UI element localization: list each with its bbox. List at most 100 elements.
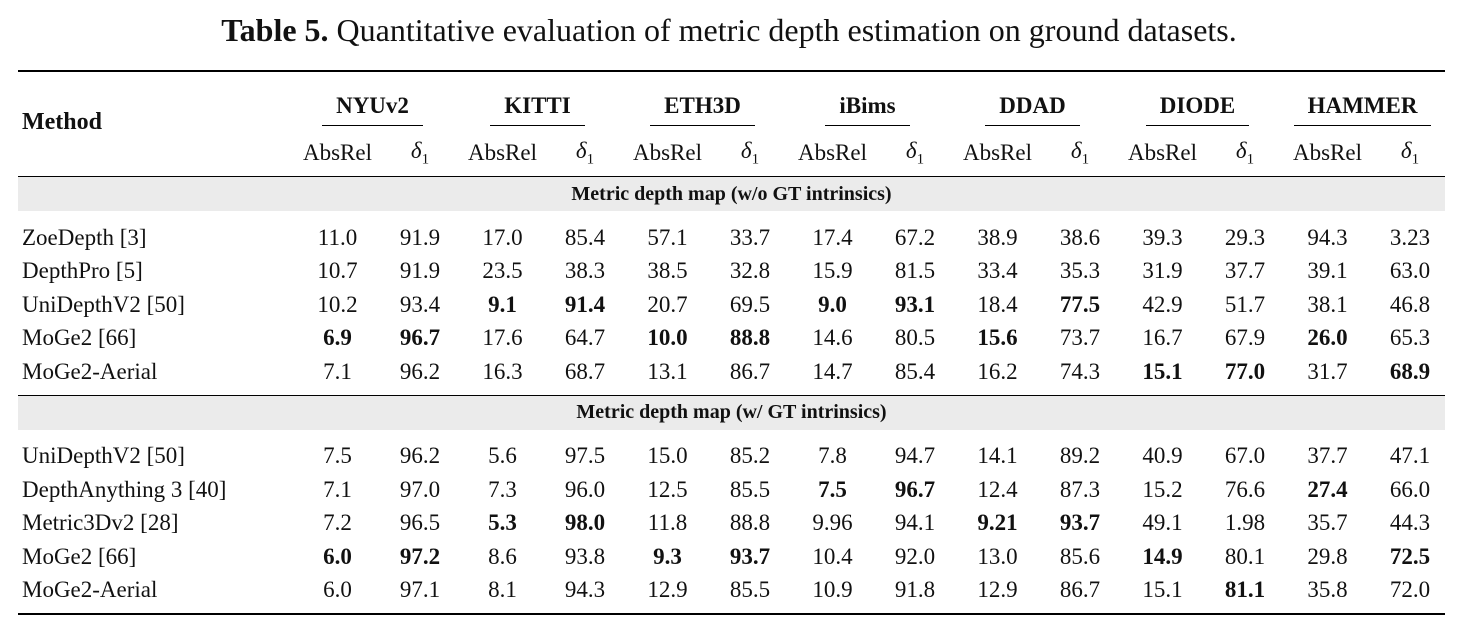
metric-header-absrel: AbsRel bbox=[963, 140, 1032, 165]
value-cell: 44.3 bbox=[1389, 510, 1431, 536]
section-rule bbox=[18, 176, 1445, 177]
table-row: UniDepthV2 [50] 10.2 93.4 9.1 91.4 20.7 69.5 9.… bbox=[18, 288, 1445, 322]
table-row: DepthPro [5] 10.7 91.9 23.5 38.3 38.5 32.8 15.9… bbox=[18, 255, 1445, 289]
value-cell: 57.1 bbox=[647, 224, 688, 250]
delta-subscript: 1 bbox=[1411, 151, 1420, 168]
table-row: UniDepthV2 [50] 7.5 96.2 5.6 97.5 15.0 85.2 7.8… bbox=[18, 440, 1445, 474]
value-cell: 35.8 bbox=[1307, 577, 1348, 603]
metric-header-absrel: AbsRel bbox=[468, 140, 537, 165]
value-cell: 77.0 bbox=[1224, 358, 1266, 384]
value-cell: 15.2 bbox=[1142, 476, 1183, 502]
value-cell: 91.9 bbox=[399, 224, 441, 250]
metric-header-delta1: δ1 bbox=[715, 130, 785, 177]
value-cell: 15.6 bbox=[977, 325, 1018, 351]
value-cell: 93.7 bbox=[1059, 510, 1101, 536]
value-cell: 17.0 bbox=[482, 224, 523, 250]
value-cell: 9.96 bbox=[812, 510, 853, 536]
value-cell: 88.8 bbox=[729, 325, 771, 351]
section-title: Metric depth map (w/ GT intrinsics) bbox=[18, 395, 1445, 430]
value-cell: 77.5 bbox=[1059, 291, 1101, 317]
value-cell: 66.0 bbox=[1389, 476, 1431, 502]
value-cell: 68.9 bbox=[1389, 358, 1431, 384]
dataset-name: DDAD bbox=[985, 93, 1080, 126]
value-cell: 93.1 bbox=[894, 291, 936, 317]
delta-symbol: δ bbox=[1400, 137, 1412, 163]
value-cell: 93.7 bbox=[729, 543, 771, 569]
method-name: UniDepthV2 [50] bbox=[22, 291, 185, 317]
value-cell: 14.6 bbox=[812, 325, 853, 351]
spacer bbox=[18, 607, 1445, 614]
dataset-header-eth3d: ETH3D bbox=[620, 72, 785, 130]
value-cell: 15.1 bbox=[1142, 577, 1183, 603]
value-cell: 47.1 bbox=[1389, 443, 1431, 469]
value-cell: 14.9 bbox=[1142, 543, 1183, 569]
value-cell: 10.0 bbox=[647, 325, 688, 351]
value-cell: 72.0 bbox=[1389, 577, 1431, 603]
value-cell: 65.3 bbox=[1389, 325, 1431, 351]
metric-header-delta1: δ1 bbox=[550, 130, 620, 177]
delta-subscript: 1 bbox=[586, 151, 595, 168]
value-cell: 87.3 bbox=[1059, 476, 1101, 502]
delta-symbol: δ bbox=[740, 137, 752, 163]
value-cell: 13.1 bbox=[647, 358, 688, 384]
value-cell: 10.4 bbox=[812, 543, 853, 569]
value-cell: 80.1 bbox=[1224, 543, 1266, 569]
metric-header-absrel: AbsRel bbox=[798, 140, 867, 165]
value-cell: 76.6 bbox=[1224, 476, 1266, 502]
value-cell: 85.4 bbox=[564, 224, 606, 250]
dataset-name: iBims bbox=[825, 93, 910, 126]
section-title: Metric depth map (w/o GT intrinsics) bbox=[18, 177, 1445, 211]
delta-subscript: 1 bbox=[751, 151, 760, 168]
dataset-name: DIODE bbox=[1145, 93, 1250, 126]
table-row: MoGe2 [66] 6.9 96.7 17.6 64.7 10.0 88.8 14.6 80.… bbox=[18, 322, 1445, 356]
value-cell: 68.7 bbox=[564, 358, 606, 384]
value-cell: 1.98 bbox=[1224, 510, 1266, 536]
value-cell: 10.7 bbox=[317, 258, 358, 284]
value-cell: 40.9 bbox=[1142, 443, 1183, 469]
value-cell: 31.9 bbox=[1142, 258, 1183, 284]
value-cell: 6.0 bbox=[323, 577, 352, 603]
value-cell: 39.3 bbox=[1142, 224, 1183, 250]
value-cell: 13.0 bbox=[977, 543, 1018, 569]
value-cell: 91.8 bbox=[894, 577, 936, 603]
value-cell: 96.2 bbox=[399, 443, 441, 469]
value-cell: 27.4 bbox=[1307, 476, 1348, 502]
value-cell: 96.5 bbox=[399, 510, 441, 536]
value-cell: 38.6 bbox=[1059, 224, 1101, 250]
section-header: Metric depth map (w/o GT intrinsics) bbox=[18, 177, 1445, 211]
dataset-header-ibims: iBims bbox=[785, 72, 950, 130]
delta-subscript: 1 bbox=[1081, 151, 1090, 168]
metric-header-absrel: AbsRel bbox=[303, 140, 372, 165]
header-row-metrics: AbsRel δ1 AbsRel δ1 AbsRel δ1 AbsRel δ1 AbsRel δ1… bbox=[18, 130, 1445, 177]
value-cell: 97.2 bbox=[399, 543, 441, 569]
value-cell: 15.1 bbox=[1142, 358, 1183, 384]
value-cell: 97.0 bbox=[399, 476, 441, 502]
method-name: DepthAnything 3 [40] bbox=[22, 476, 227, 502]
value-cell: 9.3 bbox=[653, 543, 682, 569]
spacer bbox=[18, 430, 1445, 440]
value-cell: 12.9 bbox=[977, 577, 1018, 603]
value-cell: 64.7 bbox=[564, 325, 606, 351]
value-cell: 97.5 bbox=[564, 443, 606, 469]
value-cell: 37.7 bbox=[1224, 258, 1266, 284]
value-cell: 16.2 bbox=[977, 358, 1018, 384]
value-cell: 85.5 bbox=[729, 577, 771, 603]
value-cell: 7.5 bbox=[818, 476, 847, 502]
value-cell: 6.0 bbox=[323, 543, 352, 569]
value-cell: 94.1 bbox=[894, 510, 936, 536]
value-cell: 91.4 bbox=[564, 291, 606, 317]
value-cell: 16.3 bbox=[482, 358, 523, 384]
value-cell: 12.4 bbox=[977, 476, 1018, 502]
bottom-rule bbox=[18, 613, 1445, 616]
value-cell: 15.9 bbox=[812, 258, 853, 284]
value-cell: 32.8 bbox=[729, 258, 771, 284]
value-cell: 33.4 bbox=[977, 258, 1018, 284]
delta-symbol: δ bbox=[905, 137, 917, 163]
value-cell: 38.9 bbox=[977, 224, 1018, 250]
value-cell: 85.2 bbox=[729, 443, 771, 469]
dataset-header-diode: DIODE bbox=[1115, 72, 1280, 130]
value-cell: 39.1 bbox=[1307, 258, 1348, 284]
value-cell: 23.5 bbox=[482, 258, 523, 284]
table-caption: Table 5. Quantitative evaluation of metr… bbox=[0, 12, 1458, 49]
value-cell: 12.9 bbox=[647, 577, 688, 603]
